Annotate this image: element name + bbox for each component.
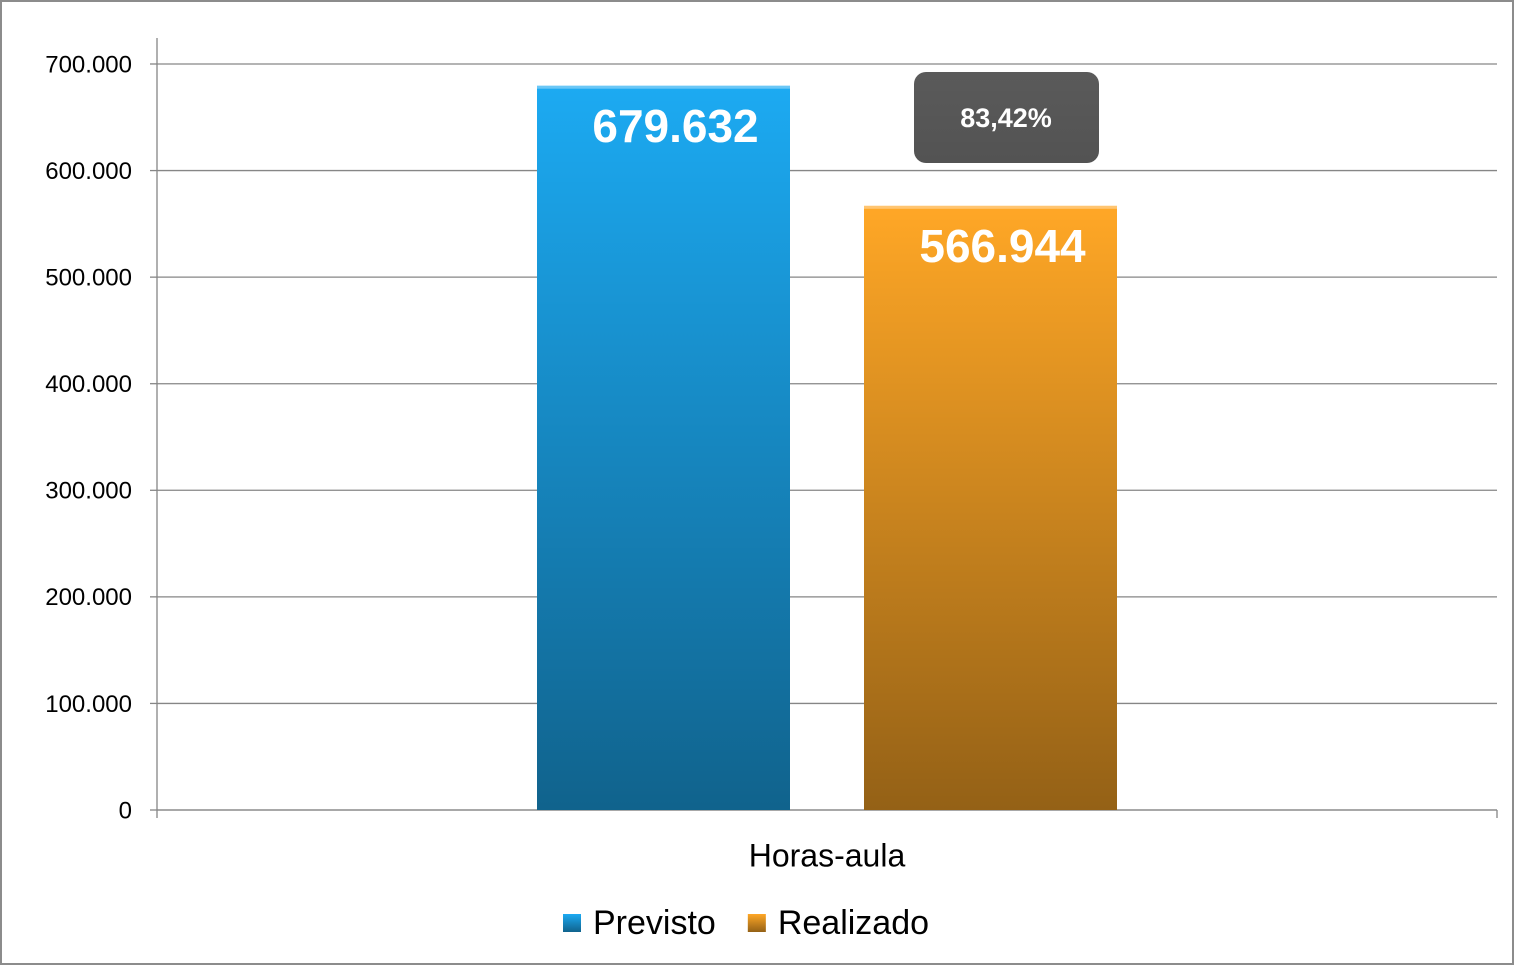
data-label: 566.944 [919,220,1086,272]
legend-label: Previsto [593,904,716,942]
bar-top [864,205,1117,209]
y-tick-label: 100.000 [45,691,132,718]
bar-top [537,85,790,89]
y-tick-label: 0 [119,797,132,824]
data-label: 679.632 [592,100,758,152]
y-tick-label: 700.000 [45,51,132,78]
y-tick-label: 600.000 [45,158,132,185]
y-tick-label: 200.000 [45,584,132,611]
legend-label: Realizado [778,904,929,942]
legend-swatch-shade [747,914,766,932]
annotation-shade [914,72,1099,163]
y-tick-label: 400.000 [45,371,132,398]
y-tick-label: 300.000 [45,478,132,505]
bar-shade [537,85,790,810]
bar-shade [864,205,1117,810]
legend-swatch-shade [563,914,581,932]
annotation: 83,42% [960,103,1052,133]
x-tick-label: Horas-aula [749,837,906,873]
y-tick-label: 500.000 [45,264,132,291]
